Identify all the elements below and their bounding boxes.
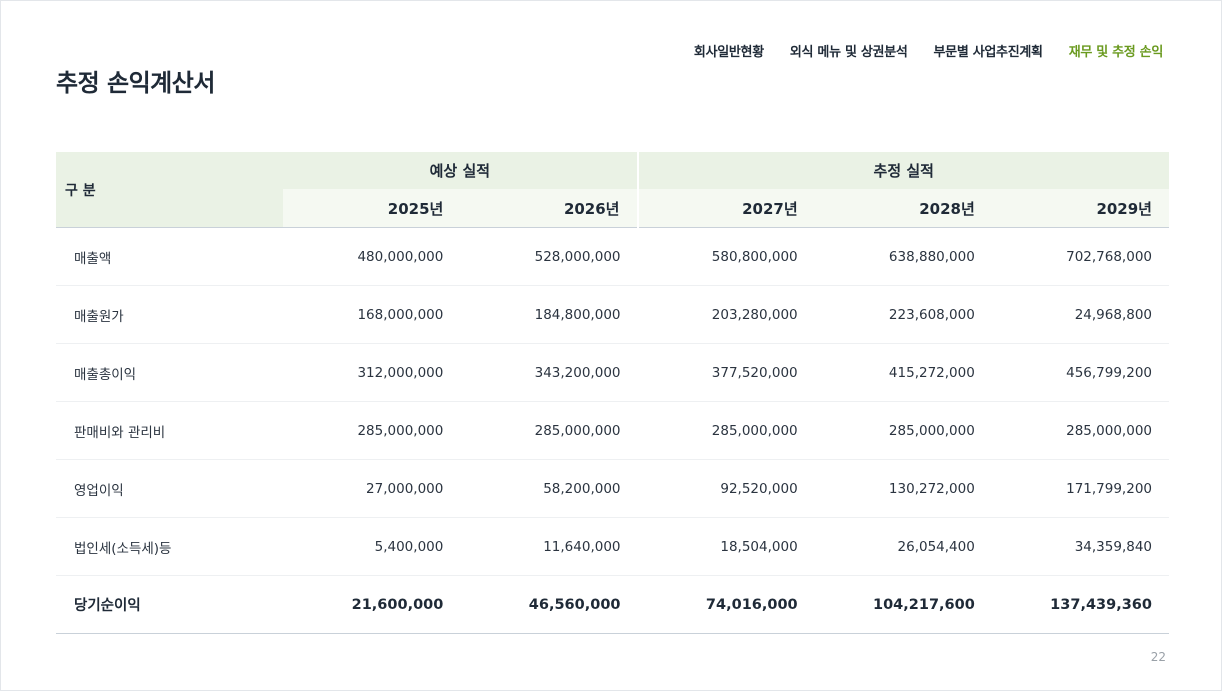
table-cell: 580,800,000 (637, 227, 815, 286)
table-cell: 285,000,000 (814, 401, 992, 460)
table-cell: 312,000,000 (283, 343, 461, 402)
total-cell: 137,439,360 (991, 575, 1169, 634)
table-cell: 26,054,400 (814, 517, 992, 576)
table-cell: 223,608,000 (814, 285, 992, 344)
table-cell: 285,000,000 (637, 401, 815, 460)
table-cell: 92,520,000 (637, 459, 815, 518)
table-cell: 480,000,000 (283, 227, 461, 286)
top-navigation: 회사일반현황 외식 메뉴 및 상권분석 부문별 사업추진계획 재무 및 추정 손… (694, 41, 1163, 60)
table-cell: 34,359,840 (991, 517, 1169, 576)
table-cell: 285,000,000 (460, 401, 638, 460)
row-label: 매출액 (56, 227, 284, 286)
nav-item-company-overview[interactable]: 회사일반현황 (693, 45, 764, 60)
total-cell: 21,600,000 (283, 575, 461, 634)
table-cell: 285,000,000 (991, 401, 1169, 460)
table-cell: 5,400,000 (283, 517, 461, 576)
table-cell: 203,280,000 (637, 285, 815, 344)
page-number: 22 (1150, 650, 1166, 664)
table-cell: 377,520,000 (637, 343, 815, 402)
table-cell: 11,640,000 (460, 517, 638, 576)
table-total-row: 당기순이익 21,600,000 46,560,000 74,016,000 1… (56, 575, 1169, 634)
header-year: 2028년 (814, 189, 992, 228)
table-cell: 456,799,200 (991, 343, 1169, 402)
row-label: 판매비와 관리비 (56, 401, 284, 460)
table-cell: 528,000,000 (460, 227, 638, 286)
table-cell: 415,272,000 (814, 343, 992, 402)
table-header: 구 분 예상 실적 추정 실적 2025년 2026년 2027년 2028년 … (56, 152, 1169, 228)
row-label: 영업이익 (56, 459, 284, 518)
table-cell: 171,799,200 (991, 459, 1169, 518)
table-cell: 58,200,000 (460, 459, 638, 518)
table-cell: 184,800,000 (460, 285, 638, 344)
table-cell: 130,272,000 (814, 459, 992, 518)
table-row: 법인세(소득세)등 5,400,000 11,640,000 18,504,00… (56, 517, 1169, 576)
total-cell: 74,016,000 (637, 575, 815, 634)
table-body: 매출액 480,000,000 528,000,000 580,800,000 … (56, 227, 1169, 634)
table-cell: 638,880,000 (814, 227, 992, 286)
page-title: 추정 손익계산서 (56, 69, 215, 97)
table-cell: 285,000,000 (283, 401, 461, 460)
table-cell: 27,000,000 (283, 459, 461, 518)
header-year: 2026년 (460, 189, 639, 228)
header-label-column: 구 분 (56, 152, 284, 228)
table-row: 판매비와 관리비 285,000,000 285,000,000 285,000… (56, 401, 1169, 460)
header-group-expected: 예상 실적 (283, 152, 639, 189)
row-label: 법인세(소득세)등 (56, 517, 284, 576)
header-year: 2029년 (991, 189, 1169, 228)
table-row: 매출액 480,000,000 528,000,000 580,800,000 … (56, 227, 1169, 286)
income-statement-table: 구 분 예상 실적 추정 실적 2025년 2026년 2027년 2028년 … (56, 152, 1169, 634)
row-label: 매출총이익 (56, 343, 284, 402)
table-cell: 18,504,000 (637, 517, 815, 576)
table-cell: 702,768,000 (991, 227, 1169, 286)
total-cell: 46,560,000 (460, 575, 638, 634)
table-cell: 168,000,000 (283, 285, 461, 344)
nav-item-business-plan[interactable]: 부문별 사업추진계획 (933, 45, 1043, 60)
table-cell: 24,968,800 (991, 285, 1169, 344)
nav-item-menu-market-analysis[interactable]: 외식 메뉴 및 상권분석 (789, 45, 908, 60)
table-row: 매출총이익 312,000,000 343,200,000 377,520,00… (56, 343, 1169, 402)
total-row-label: 당기순이익 (56, 575, 284, 634)
table-row: 매출원가 168,000,000 184,800,000 203,280,000… (56, 285, 1169, 344)
header-year: 2027년 (637, 189, 815, 228)
table-cell: 343,200,000 (460, 343, 638, 402)
row-label: 매출원가 (56, 285, 284, 344)
header-year: 2025년 (283, 189, 461, 228)
table-row: 영업이익 27,000,000 58,200,000 92,520,000 13… (56, 459, 1169, 518)
total-cell: 104,217,600 (814, 575, 992, 634)
header-group-estimated: 추정 실적 (637, 152, 1169, 189)
nav-item-finance-forecast[interactable]: 재무 및 추정 손익 (1068, 45, 1164, 60)
